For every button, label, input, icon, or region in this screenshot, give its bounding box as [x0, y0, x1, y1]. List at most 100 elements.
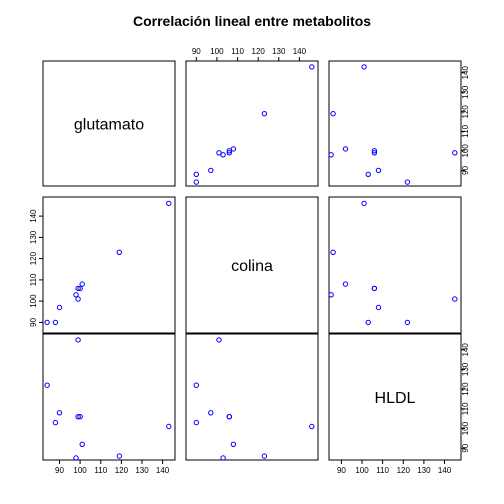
x-tick-label-glutamato-100: 100 [73, 466, 87, 475]
point-glutamato-colina-4 [220, 152, 226, 158]
point-HLDL-colina-10 [309, 423, 315, 430]
variable-label-colina: colina [231, 258, 273, 275]
x-tick-label-HLDL-120: 120 [397, 466, 411, 475]
point-glutamato-HLDL-4 [328, 152, 334, 158]
panels-group: glutamato colina HLDL 90 100 110 120 130 140 90 10… [29, 47, 470, 475]
point-colina-glutamato-4 [73, 292, 79, 298]
point-glutamato-HLDL-8 [342, 146, 349, 152]
y-tick-label-HLDL-130: 130 [461, 362, 470, 376]
variable-label-glutamato: glutamato [74, 117, 144, 134]
panel-glutamato-vs-HLDL [328, 60, 462, 187]
point-glutamato-HLDL-3 [375, 167, 382, 174]
point-colina-HLDL-9 [330, 249, 336, 256]
y-tick-label-glutamato-110: 110 [461, 124, 470, 137]
panel-HLDL-vs-HLDL [328, 333, 462, 461]
x-tick-label-glutamato-140: 140 [156, 466, 170, 475]
y-tick-label-HLDL-120: 120 [461, 382, 470, 396]
point-glutamato-HLDL-10 [361, 64, 367, 70]
point-HLDL-colina-1 [193, 382, 200, 388]
point-colina-glutamato-1 [44, 319, 50, 326]
point-glutamato-colina-2 [193, 171, 200, 178]
y-tick-label-colina-110: 110 [29, 273, 38, 286]
panel-colina-vs-colina [185, 196, 319, 334]
y-tick-label-glutamato-140: 140 [461, 65, 470, 79]
x-tick-label-HLDL-130: 130 [417, 466, 431, 475]
x-tick-label-colina-100: 100 [210, 47, 224, 56]
point-HLDL-colina-3 [208, 410, 214, 416]
x-tick-label-colina-90: 90 [192, 47, 201, 56]
point-colina-glutamato-5 [75, 296, 81, 302]
point-HLDL-glutamato-8 [79, 441, 85, 447]
x-tick-label-colina-130: 130 [272, 47, 286, 56]
point-glutamato-HLDL-5 [452, 150, 458, 156]
point-glutamato-colina-10 [309, 64, 315, 70]
x-tick-label-glutamato-120: 120 [115, 466, 129, 475]
y-tick-label-HLDL-110: 110 [461, 402, 470, 415]
x-tick-label-HLDL-100: 100 [355, 466, 369, 475]
point-glutamato-HLDL-7 [371, 148, 378, 154]
x-tick-label-glutamato-130: 130 [135, 466, 149, 475]
variable-label-HLDL: HLDL [375, 390, 416, 407]
point-HLDL-colina-2 [193, 419, 200, 426]
point-glutamato-colina-6 [226, 150, 233, 156]
point-HLDL-colina-7 [226, 414, 233, 420]
point-colina-HLDL-1 [404, 319, 411, 326]
y-tick-label-glutamato-120: 120 [461, 105, 470, 119]
point-glutamato-colina-9 [261, 111, 268, 117]
x-tick-label-HLDL-90: 90 [337, 466, 346, 475]
panel-colina-vs-glutamato [42, 196, 176, 334]
y-tick-label-colina-140: 140 [29, 209, 38, 223]
x-tick-label-HLDL-140: 140 [438, 466, 452, 475]
y-tick-label-colina-90: 90 [29, 317, 38, 326]
point-glutamato-colina-1 [193, 179, 200, 185]
y-tick-label-colina-120: 120 [29, 251, 38, 265]
point-colina-glutamato-3 [56, 304, 63, 311]
y-tick-label-glutamato-90: 90 [461, 165, 470, 174]
y-tick-label-colina-130: 130 [29, 230, 38, 244]
point-glutamato-HLDL-6 [371, 150, 378, 156]
point-glutamato-HLDL-2 [365, 171, 371, 178]
y-tick-label-HLDL-100: 100 [461, 421, 470, 435]
y-tick-label-glutamato-100: 100 [461, 144, 470, 158]
x-tick-label-HLDL-110: 110 [376, 466, 389, 475]
point-HLDL-colina-9 [261, 453, 268, 459]
point-colina-HLDL-8 [342, 281, 349, 287]
point-glutamato-HLDL-9 [330, 111, 336, 117]
point-HLDL-colina-4 [220, 455, 226, 461]
point-glutamato-HLDL-1 [404, 179, 411, 185]
x-tick-label-colina-140: 140 [293, 47, 307, 56]
point-HLDL-glutamato-1 [44, 382, 50, 388]
chart-title: Correlación lineal entre metabolitos [133, 13, 371, 29]
panel-glutamato-vs-colina [185, 60, 319, 187]
x-tick-label-glutamato-110: 110 [94, 466, 107, 475]
y-tick-label-colina-100: 100 [29, 294, 38, 308]
x-tick-label-colina-120: 120 [252, 47, 266, 56]
y-tick-label-glutamato-130: 130 [461, 85, 470, 99]
point-colina-glutamato-6 [75, 285, 81, 292]
point-HLDL-glutamato-2 [52, 419, 59, 426]
x-tick-label-glutamato-90: 90 [55, 466, 64, 475]
point-colina-HLDL-2 [365, 319, 371, 326]
point-colina-glutamato-7 [77, 285, 83, 292]
point-HLDL-glutamato-9 [116, 453, 123, 459]
panel-HLDL-vs-glutamato [42, 333, 176, 461]
point-HLDL-glutamato-3 [56, 410, 63, 416]
point-HLDL-glutamato-7 [77, 414, 83, 420]
point-colina-glutamato-9 [116, 249, 123, 256]
y-tick-label-HLDL-140: 140 [461, 343, 470, 357]
point-HLDL-glutamato-4 [73, 455, 79, 461]
x-tick-label-colina-110: 110 [231, 47, 244, 56]
point-glutamato-colina-3 [208, 167, 214, 174]
point-glutamato-colina-5 [216, 150, 222, 156]
point-colina-glutamato-2 [52, 319, 59, 326]
point-colina-HLDL-7 [371, 285, 378, 292]
panel-HLDL-vs-colina [185, 333, 319, 461]
point-HLDL-colina-5 [216, 337, 222, 343]
point-HLDL-glutamato-10 [166, 423, 172, 430]
point-colina-HLDL-10 [361, 200, 367, 207]
panel-colina-vs-HLDL [328, 196, 462, 334]
point-colina-glutamato-10 [166, 200, 172, 207]
point-colina-HLDL-4 [328, 292, 334, 298]
y-tick-label-HLDL-90: 90 [461, 443, 470, 452]
